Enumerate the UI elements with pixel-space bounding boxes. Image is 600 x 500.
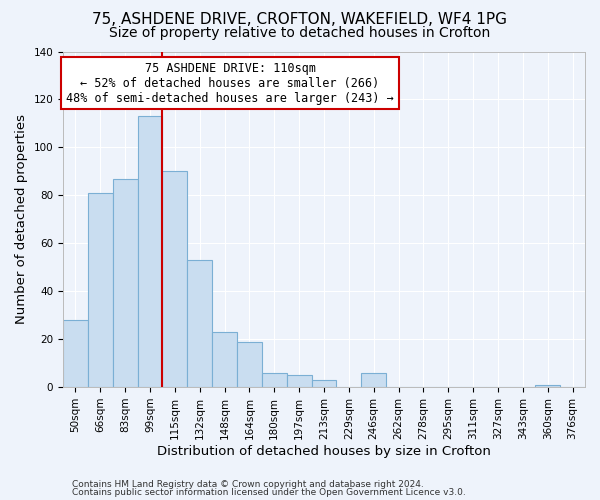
X-axis label: Distribution of detached houses by size in Crofton: Distribution of detached houses by size … (157, 444, 491, 458)
Bar (535, 384, 560, 387)
Bar (163, 172, 187, 387)
Text: Size of property relative to detached houses in Crofton: Size of property relative to detached ho… (109, 26, 491, 40)
Bar (361, 372, 386, 387)
Bar (63, 320, 88, 387)
Bar (137, 116, 163, 387)
Y-axis label: Number of detached properties: Number of detached properties (15, 114, 28, 324)
Bar (311, 380, 337, 387)
Text: 75 ASHDENE DRIVE: 110sqm
← 52% of detached houses are smaller (266)
48% of semi-: 75 ASHDENE DRIVE: 110sqm ← 52% of detach… (66, 62, 394, 104)
Bar (262, 372, 287, 387)
Bar (187, 260, 212, 387)
Bar (113, 178, 137, 387)
Text: 75, ASHDENE DRIVE, CROFTON, WAKEFIELD, WF4 1PG: 75, ASHDENE DRIVE, CROFTON, WAKEFIELD, W… (92, 12, 508, 28)
Bar (287, 375, 311, 387)
Bar (88, 193, 113, 387)
Bar (237, 342, 262, 387)
Text: Contains HM Land Registry data © Crown copyright and database right 2024.: Contains HM Land Registry data © Crown c… (72, 480, 424, 489)
Text: Contains public sector information licensed under the Open Government Licence v3: Contains public sector information licen… (72, 488, 466, 497)
Bar (212, 332, 237, 387)
